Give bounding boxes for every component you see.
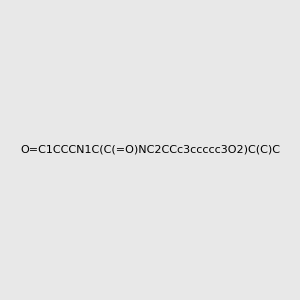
Text: O=C1CCCN1C(C(=O)NC2CCc3ccccc3O2)C(C)C: O=C1CCCN1C(C(=O)NC2CCc3ccccc3O2)C(C)C <box>20 145 280 155</box>
